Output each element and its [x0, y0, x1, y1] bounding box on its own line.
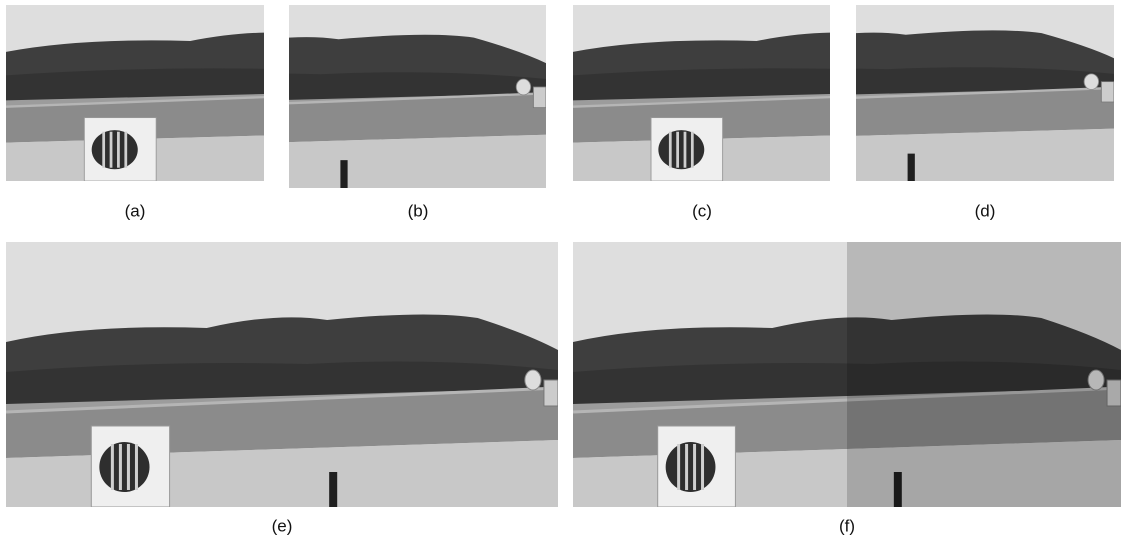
caption: (b) — [408, 201, 429, 220]
shade-overlay — [847, 242, 1121, 507]
dish — [1084, 74, 1098, 90]
ac-small — [544, 380, 558, 406]
pole — [340, 160, 347, 188]
dish — [516, 79, 530, 95]
caption: (a) — [125, 201, 146, 220]
pole — [908, 154, 915, 181]
ac-fan — [658, 130, 704, 169]
ac-small — [1101, 82, 1114, 102]
pole — [329, 472, 337, 507]
caption: (f) — [839, 516, 855, 535]
caption: (e) — [272, 516, 293, 535]
dish — [525, 370, 541, 390]
figure: (a) (b) (c) (d) (e) (f) — [0, 0, 1122, 541]
caption: (c) — [692, 201, 712, 220]
photo — [6, 242, 558, 507]
ac-fan — [92, 130, 138, 169]
figure-canvas: (a) (b) (c) (d) (e) (f) — [0, 0, 1122, 541]
ac-small — [533, 87, 546, 108]
ac-fan — [666, 442, 716, 492]
caption: (d) — [975, 201, 996, 220]
ac-fan — [99, 442, 149, 492]
photo — [573, 242, 1121, 507]
